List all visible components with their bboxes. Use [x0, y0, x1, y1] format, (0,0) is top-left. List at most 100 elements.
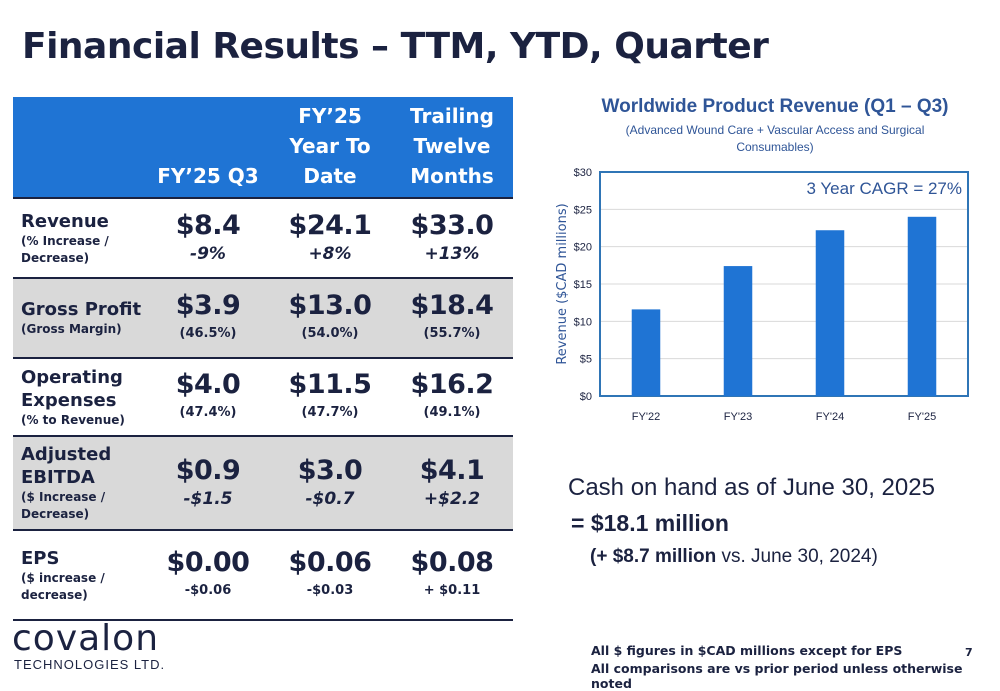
header-ttm-label: Trailing Twelve Months — [410, 104, 494, 188]
cell-value: $0.9 — [175, 455, 241, 486]
cell-change: +8% — [308, 244, 352, 264]
header-q3: FY’25 Q3 — [147, 97, 269, 198]
cell-ytd: $13.0 (54.0%) — [269, 277, 391, 358]
row-label: Operating Expenses — [21, 366, 123, 411]
row-sublabel: (% Increase / Decrease) — [21, 233, 109, 265]
table-header-row: FY’25 Q3 FY’25 Year To Date Trailing Twe… — [13, 97, 513, 198]
y-tick-label: $5 — [580, 354, 592, 366]
financial-results-table: FY’25 Q3 FY’25 Year To Date Trailing Twe… — [13, 97, 513, 621]
cash-change-comparison: vs. June 30, 2024) — [716, 546, 878, 567]
row-label-cell: Adjusted EBITDA ($ Increase / Decrease) — [13, 435, 147, 530]
plot-area-border — [599, 171, 969, 397]
footnote-units: All $ figures in $CAD millions except fo… — [591, 643, 903, 658]
cell-q3: $4.0 (47.4%) — [147, 357, 269, 436]
cell-change: (54.0%) — [301, 326, 359, 341]
cell-ytd: $11.5 (47.7%) — [269, 357, 391, 436]
header-ytd: FY’25 Year To Date — [269, 97, 391, 198]
cell-ytd: $3.0 -$0.7 — [269, 435, 391, 530]
chart-subtitle: (Advanced Wound Care + Vascular Access a… — [625, 123, 925, 154]
row-label-cell: Gross Profit (Gross Margin) — [13, 277, 147, 358]
cagr-annotation: 3 Year CAGR = 27% — [807, 179, 962, 198]
footnote-comparisons: All comparisons are vs prior period unle… — [591, 661, 963, 691]
cell-change: +13% — [424, 244, 480, 264]
cell-value: $0.00 — [166, 547, 250, 578]
cell-value: $0.08 — [410, 547, 494, 578]
bar — [815, 230, 845, 396]
row-sublabel: (Gross Margin) — [21, 322, 122, 336]
row-sublabel: ($ Increase / Decrease) — [21, 490, 106, 521]
cell-change: -$0.7 — [305, 489, 355, 509]
cell-change: -9% — [190, 244, 226, 264]
cell-change: (55.7%) — [423, 326, 481, 341]
row-label: Adjusted EBITDA — [21, 444, 112, 488]
cell-change: (47.7%) — [301, 405, 359, 420]
cell-ytd: $0.06 -$0.03 — [269, 529, 391, 621]
company-logo: covalon — [12, 618, 160, 659]
cell-q3: $0.9 -$1.5 — [147, 435, 269, 530]
y-tick-label: $20 — [574, 242, 592, 254]
cell-change: +$2.2 — [423, 489, 481, 509]
page-number: 7 — [965, 646, 973, 659]
cell-ttm: $4.1 +$2.2 — [391, 435, 513, 530]
cash-heading: Cash on hand as of June 30, 2025 — [568, 474, 935, 501]
cell-ytd: $24.1 +8% — [269, 197, 391, 278]
y-axis-label: Revenue ($CAD millions) — [555, 203, 570, 364]
cell-value: $33.0 — [410, 210, 494, 241]
cell-value: $8.4 — [175, 210, 241, 241]
row-label-cell: EPS ($ increase / decrease) — [13, 529, 147, 621]
cell-q3: $8.4 -9% — [147, 197, 269, 278]
cell-value: $18.4 — [410, 290, 494, 321]
x-tick-label: FY'24 — [816, 411, 844, 423]
row-gross-profit: Gross Profit (Gross Margin) $3.9 (46.5%) … — [13, 277, 513, 358]
cell-value: $0.06 — [288, 547, 372, 578]
cell-value: $3.0 — [297, 455, 363, 486]
company-logo-subtitle: TECHNOLOGIES LTD. — [14, 657, 166, 672]
bar — [907, 216, 937, 396]
cell-change: -$1.5 — [183, 489, 233, 509]
row-label: Gross Profit — [21, 299, 142, 320]
cell-ttm: $0.08 + $0.11 — [391, 529, 513, 621]
cell-change: (49.1%) — [423, 405, 481, 420]
cell-q3: $0.00 -$0.06 — [147, 529, 269, 621]
row-revenue: Revenue (% Increase / Decrease) $8.4 -9% … — [13, 197, 513, 278]
row-sublabel: ($ increase / decrease) — [21, 570, 105, 602]
cell-change: (46.5%) — [179, 326, 237, 341]
cell-ttm: $16.2 (49.1%) — [391, 357, 513, 436]
cell-change: -$0.06 — [184, 583, 232, 598]
y-tick-label: $15 — [574, 279, 592, 291]
row-operating-expenses: Operating Expenses (% to Revenue) $4.0 (4… — [13, 357, 513, 436]
page-title: Financial Results – TTM, YTD, Quarter — [22, 26, 769, 67]
cell-q3: $3.9 (46.5%) — [147, 277, 269, 358]
cell-change: + $0.11 — [423, 583, 481, 598]
y-tick-label: $10 — [574, 316, 592, 328]
chart-title: Worldwide Product Revenue (Q1 – Q3) — [601, 96, 949, 117]
row-eps: EPS ($ increase / decrease) $0.00 -$0.06 … — [13, 529, 513, 621]
row-adjusted-ebitda: Adjusted EBITDA ($ Increase / Decrease) … — [13, 435, 513, 530]
cell-value: $4.0 — [175, 369, 241, 400]
cell-value: $11.5 — [288, 369, 372, 400]
row-sublabel: (% to Revenue) — [21, 412, 125, 427]
cell-change: (47.4%) — [179, 405, 237, 420]
cell-value: $3.9 — [175, 290, 241, 321]
bar — [723, 266, 753, 396]
header-blank-cell — [13, 97, 147, 198]
y-tick-label: $0 — [580, 391, 592, 403]
revenue-bar-chart: $0 $5 $10 $15 $20 $25 $30 FY'22 FY'23 FY'24 FY'25 R… — [555, 167, 969, 423]
y-tick-label: $30 — [574, 167, 592, 179]
cash-amount: = $18.1 million — [571, 510, 729, 536]
cell-value: $16.2 — [410, 369, 494, 400]
cell-change: -$0.03 — [306, 583, 354, 598]
row-label-cell: Operating Expenses (% to Revenue) — [13, 357, 147, 436]
cell-value: $24.1 — [288, 210, 372, 241]
x-tick-label: FY'22 — [632, 411, 660, 423]
header-q3-label: FY’25 Q3 — [157, 164, 259, 188]
cell-ttm: $18.4 (55.7%) — [391, 277, 513, 358]
cash-change-amount: (+ $8.7 million — [590, 546, 717, 567]
y-tick-label: $25 — [574, 204, 592, 216]
cash-change: (+ $8.7 million vs. June 30, 2024) — [590, 546, 878, 568]
x-tick-label: FY'23 — [724, 411, 752, 423]
bar — [631, 309, 661, 396]
cell-ttm: $33.0 +13% — [391, 197, 513, 278]
header-ytd-label: FY’25 Year To Date — [289, 104, 371, 188]
x-tick-label: FY'25 — [908, 411, 936, 423]
